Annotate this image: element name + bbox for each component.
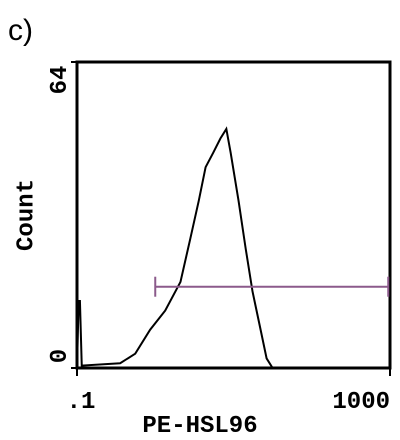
y-axis-label: Count (13, 179, 40, 251)
histogram-line (76, 126, 390, 369)
x-tick-label: 1000 (332, 389, 390, 416)
y-tick-label: 64 (47, 66, 74, 95)
plot-frame (75, 60, 392, 370)
x-axis-label: PE-HSL96 (142, 413, 257, 440)
x-tick-label: .1 (67, 389, 96, 416)
y-tick-label: 0 (47, 349, 74, 363)
panel-label: c) (8, 14, 33, 47)
